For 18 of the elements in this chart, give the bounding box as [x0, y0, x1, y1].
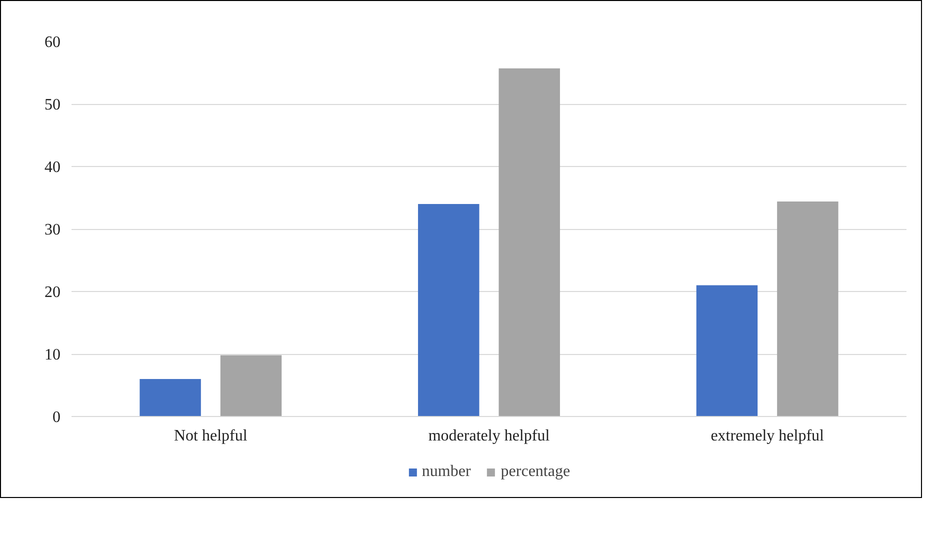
- x-tick-label: extremely helpful: [710, 428, 825, 444]
- y-tick-label: 30: [44, 222, 60, 238]
- bar: [777, 202, 838, 416]
- bar: [140, 379, 201, 416]
- x-tick-label: Not helpful: [174, 428, 248, 444]
- y-tick-label: 60: [44, 34, 60, 51]
- legend-label: percentage: [500, 463, 570, 481]
- y-tick-label: 20: [44, 284, 60, 301]
- bar: [220, 355, 282, 416]
- y-tick-label: 40: [44, 159, 60, 176]
- bar: [498, 68, 560, 416]
- x-tick-label: moderately helpful: [428, 428, 550, 444]
- legend-label: number: [422, 463, 471, 481]
- bar: [696, 285, 758, 416]
- bar: [418, 204, 480, 416]
- y-tick-label: 50: [44, 96, 60, 114]
- y-tick-label: 10: [44, 346, 60, 364]
- y-tick-label: 0: [52, 409, 60, 426]
